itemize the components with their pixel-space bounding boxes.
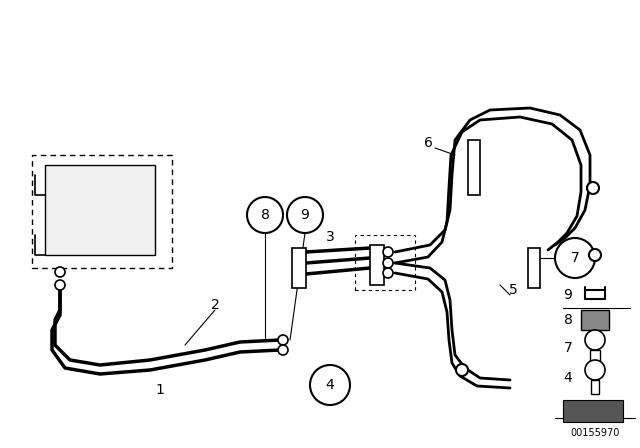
Circle shape [587, 182, 599, 194]
Text: 7: 7 [571, 251, 579, 265]
Circle shape [55, 280, 65, 290]
Bar [468, 140, 480, 195]
Circle shape [555, 238, 595, 278]
Bar [591, 380, 599, 394]
Text: 4: 4 [564, 371, 572, 385]
Circle shape [247, 197, 283, 233]
Circle shape [383, 258, 393, 268]
Bar [370, 245, 384, 285]
Bar [45, 165, 155, 255]
Text: 9: 9 [301, 208, 309, 222]
Text: 8: 8 [564, 313, 572, 327]
Text: 9: 9 [564, 288, 572, 302]
Circle shape [287, 197, 323, 233]
Circle shape [278, 335, 288, 345]
Text: 8: 8 [260, 208, 269, 222]
Circle shape [310, 365, 350, 405]
Circle shape [383, 247, 393, 257]
Circle shape [585, 330, 605, 350]
Circle shape [55, 267, 65, 277]
Text: 4: 4 [326, 378, 334, 392]
Text: 3: 3 [326, 230, 334, 244]
Circle shape [589, 249, 601, 261]
Text: 7: 7 [564, 341, 572, 355]
Circle shape [585, 360, 605, 380]
Bar [590, 350, 600, 366]
Text: 2: 2 [211, 298, 220, 312]
Circle shape [278, 345, 288, 355]
Text: 5: 5 [509, 283, 517, 297]
Bar [563, 400, 623, 422]
Circle shape [383, 268, 393, 278]
Text: 00155970: 00155970 [570, 428, 620, 438]
Text: 1: 1 [156, 383, 164, 397]
Bar [528, 248, 540, 288]
Bar [581, 310, 609, 330]
Text: 6: 6 [424, 136, 433, 150]
Circle shape [456, 364, 468, 376]
Bar [292, 248, 306, 288]
